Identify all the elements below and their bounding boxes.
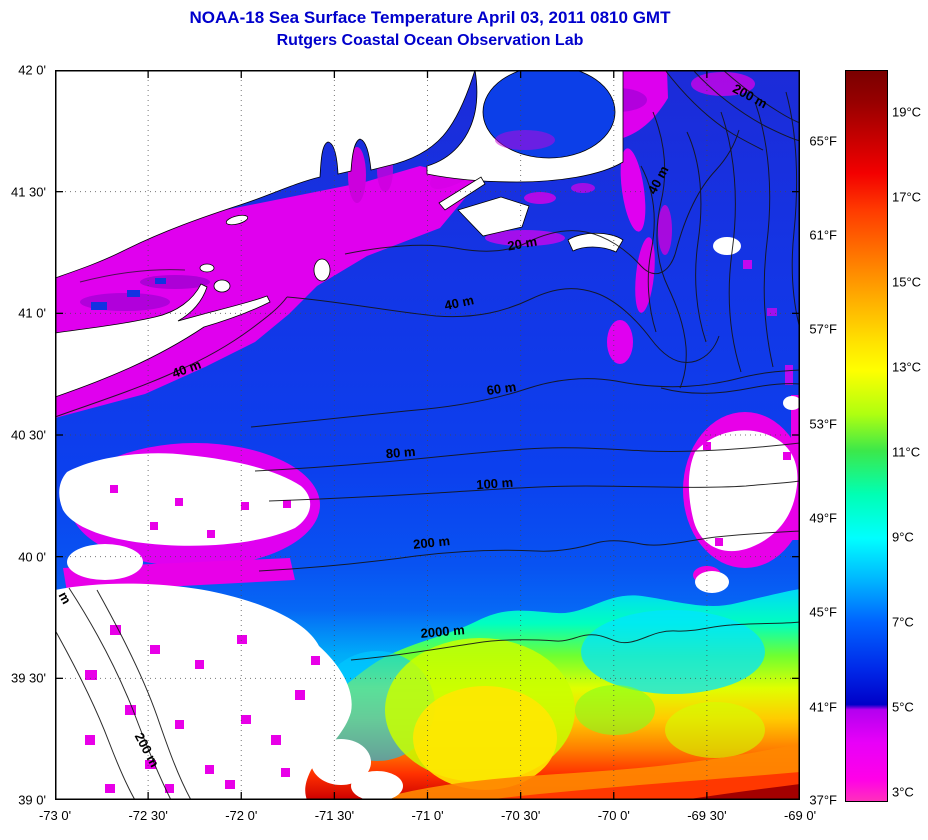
- bathymetry-contours: [54, 69, 801, 801]
- y-tick-label: 40 30': [10, 427, 46, 443]
- colorbar-fahrenheit-label: 53°F: [809, 416, 837, 432]
- colorbar-celsius-label: 5°C: [892, 699, 914, 715]
- land-elizabeth-islands: [438, 176, 486, 211]
- x-tick-label: -69 30': [687, 808, 727, 823]
- contour-label: 40 m: [443, 292, 475, 313]
- y-tick-label: 41 30': [10, 184, 46, 200]
- contour-label: 200 m: [412, 533, 450, 552]
- cloud-bottom-left: [55, 583, 352, 800]
- grid-lines: [55, 70, 800, 800]
- y-tick-label: 42 0': [18, 62, 46, 78]
- y-tick-label: 39 30': [10, 670, 46, 686]
- colorbar-fahrenheit-label: 45°F: [809, 604, 837, 620]
- contour-label: 20 m: [506, 234, 538, 254]
- land-mainland-newengland: [54, 69, 476, 279]
- colorbar-fahrenheit-label: 37°F: [809, 792, 837, 808]
- contour-label: 80 m: [385, 444, 416, 462]
- x-tick-label: -72 0': [225, 808, 258, 823]
- cloud-cover: [55, 237, 801, 801]
- colorbar-celsius-label: 9°C: [892, 529, 914, 545]
- colorbar-celsius-label: 15°C: [892, 274, 922, 290]
- land-block-island: [313, 258, 331, 282]
- cloud-mid-left: [59, 453, 311, 546]
- colorbar-celsius-label: 17°C: [892, 189, 922, 205]
- x-tick-label: -69 0': [783, 808, 817, 823]
- y-tick-label: 39 0': [18, 792, 46, 808]
- land-marthas-vineyard: [457, 196, 530, 237]
- x-tick-label: -70 30': [500, 808, 541, 823]
- colorbar-celsius-label: 7°C: [892, 614, 914, 630]
- x-tick-label: -70 0': [597, 808, 630, 823]
- colorbar-fahrenheit-labels: 65°F 61°F 57°F 53°F 49°F 45°F 41°F 37°F: [794, 0, 840, 840]
- contour-label: 2000 m: [420, 622, 465, 641]
- cloud-nantucket-shoals: [688, 430, 798, 552]
- plot-border: [55, 70, 800, 800]
- colorbar-fahrenheit-label: 65°F: [809, 133, 837, 149]
- colorbar-fahrenheit-label: 57°F: [809, 321, 837, 337]
- colorbar-fahrenheit-label: 61°F: [809, 227, 837, 243]
- x-tick-label: -73 0': [38, 808, 72, 823]
- land-long-island: [54, 283, 271, 398]
- colorbar-celsius-label: 11°C: [892, 444, 921, 460]
- land-fishers-island: [225, 214, 249, 226]
- land-gardiners-island: [213, 279, 231, 293]
- colorbar-celsius-labels: 19°C 17°C 15°C 13°C 11°C 9°C 7°C 5°C 3°C: [891, 0, 928, 840]
- map-subtitle: Rutgers Coastal Ocean Observation Lab: [276, 32, 584, 49]
- colorbar-celsius-label: 19°C: [892, 104, 922, 120]
- y-tick-label: 40 0': [18, 549, 46, 565]
- colorbar-fahrenheit-label: 41°F: [809, 699, 837, 715]
- contour-label: 100 m: [476, 475, 514, 493]
- y-tick-label: 41 0': [18, 305, 46, 321]
- colorbar-celsius-label: 13°C: [892, 359, 922, 375]
- x-tick-label: -71 0': [411, 808, 444, 823]
- colorbar-celsius-label: 3°C: [892, 784, 914, 799]
- map-title: NOAA-18 Sea Surface Temperature April 03…: [189, 8, 671, 27]
- colorbar-fahrenheit-label: 49°F: [809, 510, 837, 526]
- contour-label: 60 m: [486, 379, 517, 398]
- temperature-colorbar: [845, 70, 888, 802]
- land-plum-island: [199, 263, 215, 273]
- latitude-axis-labels: 42 0' 41 30' 41 0' 40 30' 40 0' 39 30' 39 0': [0, 0, 50, 840]
- x-tick-label: -72 30': [128, 808, 168, 823]
- x-tick-label: -71 30': [314, 808, 355, 823]
- land-nantucket: [567, 232, 624, 253]
